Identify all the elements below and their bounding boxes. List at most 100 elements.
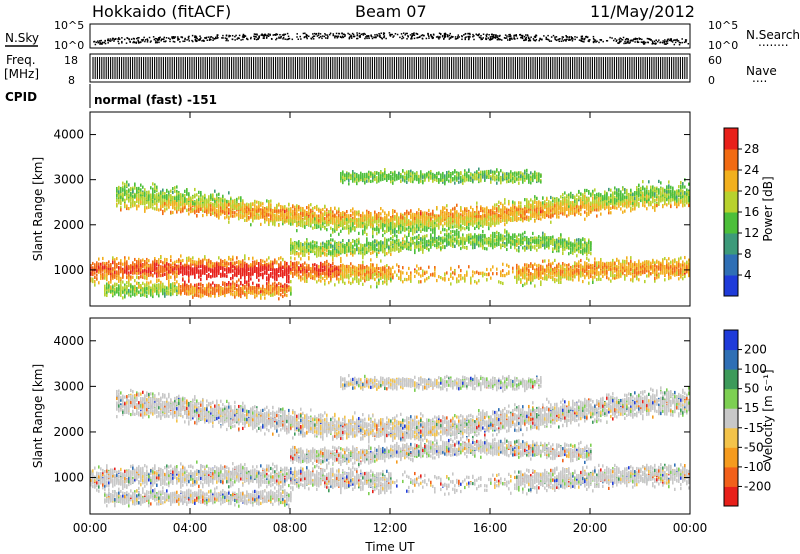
range-gate-cell bbox=[196, 214, 198, 218]
nsky-point bbox=[464, 38, 467, 41]
nsky-point bbox=[627, 40, 629, 42]
nsky-point bbox=[454, 36, 457, 38]
range-gate-cell bbox=[118, 261, 120, 265]
range-gate-cell bbox=[256, 259, 258, 263]
nsky-point bbox=[666, 42, 669, 45]
range-gate-cell bbox=[210, 268, 212, 272]
nsky-point bbox=[288, 37, 291, 40]
range-gate-cell bbox=[208, 258, 210, 262]
range-gate-cell bbox=[136, 270, 138, 274]
range-gate-cell bbox=[166, 274, 168, 278]
range-gate-cell bbox=[282, 211, 284, 215]
nsky-point bbox=[318, 36, 320, 39]
range-gate-cell bbox=[184, 206, 186, 210]
range-gate-cell bbox=[226, 213, 228, 217]
range-gate-cell bbox=[290, 208, 292, 212]
range-gate-cell bbox=[184, 193, 186, 198]
range-gate-cell bbox=[268, 278, 270, 282]
nsky-point bbox=[488, 38, 491, 41]
range-gate-cell bbox=[244, 212, 246, 216]
range-gate-cell bbox=[130, 288, 132, 292]
nsky-point bbox=[541, 38, 543, 41]
range-gate-cell bbox=[310, 274, 312, 278]
range-gate-cell bbox=[228, 267, 230, 272]
range-gate-cell bbox=[312, 268, 314, 272]
range-gate-cell bbox=[156, 262, 158, 267]
range-gate-cell bbox=[292, 245, 294, 249]
range-gate-cell bbox=[154, 257, 156, 261]
range-gate-cell bbox=[210, 285, 212, 289]
nsky-point bbox=[580, 35, 583, 38]
range-gate-cell bbox=[308, 266, 310, 271]
range-gate-cell bbox=[280, 209, 282, 213]
range-gate-cell bbox=[144, 209, 146, 213]
range-gate-cell bbox=[138, 192, 140, 197]
range-gate-cell bbox=[170, 266, 172, 270]
nsky-point bbox=[362, 34, 365, 36]
nsky-point bbox=[373, 36, 375, 39]
range-gate-cell bbox=[204, 290, 206, 294]
nsky-point bbox=[505, 37, 508, 39]
range-gate-cell bbox=[126, 262, 128, 266]
range-gate-cell bbox=[208, 198, 210, 202]
nsky-point bbox=[183, 40, 186, 43]
range-gate-cell bbox=[208, 274, 210, 278]
range-gate-cell bbox=[176, 203, 178, 207]
nsky-point bbox=[222, 37, 224, 39]
nsky-point bbox=[521, 34, 524, 37]
range-gate-cell bbox=[224, 267, 226, 271]
nsky-point bbox=[457, 34, 460, 36]
range-gate-cell bbox=[246, 283, 248, 287]
nsky-point bbox=[412, 34, 415, 36]
range-gate-cell bbox=[250, 273, 252, 277]
range-gate-cell bbox=[124, 295, 126, 299]
nsky-point bbox=[352, 35, 355, 38]
nsearch-dots: ........ bbox=[758, 35, 789, 49]
nsky-point bbox=[617, 42, 619, 44]
range-gate-cell bbox=[310, 242, 312, 246]
range-gate-cell bbox=[136, 186, 138, 191]
nsky-point bbox=[135, 41, 138, 44]
range-gate-cell bbox=[298, 276, 300, 280]
range-gate-cell bbox=[186, 272, 188, 276]
nsky-point bbox=[443, 32, 446, 35]
nsky-point bbox=[565, 40, 567, 42]
range-gate-cell bbox=[144, 205, 146, 209]
range-gate-cell bbox=[176, 185, 178, 189]
range-gate-cell bbox=[270, 206, 272, 210]
range-gate-cell bbox=[144, 293, 146, 297]
range-gate-cell bbox=[248, 211, 250, 215]
range-gate-cell bbox=[272, 287, 274, 291]
nsky-point bbox=[413, 32, 415, 34]
range-gate-cell bbox=[304, 216, 306, 220]
range-gate-cell bbox=[200, 283, 202, 287]
nsky-point bbox=[555, 36, 558, 38]
range-gate-cell bbox=[92, 279, 94, 284]
range-gate-cell bbox=[238, 269, 240, 274]
range-gate-cell bbox=[240, 288, 242, 292]
range-gate-cell bbox=[254, 294, 256, 298]
nsky-point bbox=[491, 35, 493, 38]
nsky-point bbox=[569, 39, 571, 41]
range-gate-cell bbox=[224, 290, 226, 295]
range-gate-cell bbox=[190, 201, 192, 205]
range-gate-cell bbox=[162, 282, 164, 286]
range-gate-cell bbox=[274, 261, 276, 265]
range-gate-cell bbox=[230, 276, 232, 281]
range-gate-cell bbox=[172, 205, 174, 209]
range-gate-cell bbox=[310, 219, 312, 223]
range-gate-cell bbox=[290, 222, 292, 226]
nsky-point bbox=[323, 35, 326, 38]
range-gate-cell bbox=[294, 257, 296, 261]
nsky-point bbox=[132, 37, 135, 40]
range-gate-cell bbox=[204, 271, 206, 275]
range-gate-cell bbox=[252, 256, 254, 260]
range-gate-cell bbox=[268, 284, 270, 289]
nsky-point bbox=[383, 36, 385, 39]
range-gate-cell bbox=[218, 288, 220, 293]
range-gate-cell bbox=[198, 282, 200, 286]
range-gate-cell bbox=[118, 201, 120, 205]
nsky-point bbox=[653, 40, 656, 43]
range-gate-cell bbox=[256, 294, 258, 298]
range-gate-cell bbox=[206, 289, 208, 293]
